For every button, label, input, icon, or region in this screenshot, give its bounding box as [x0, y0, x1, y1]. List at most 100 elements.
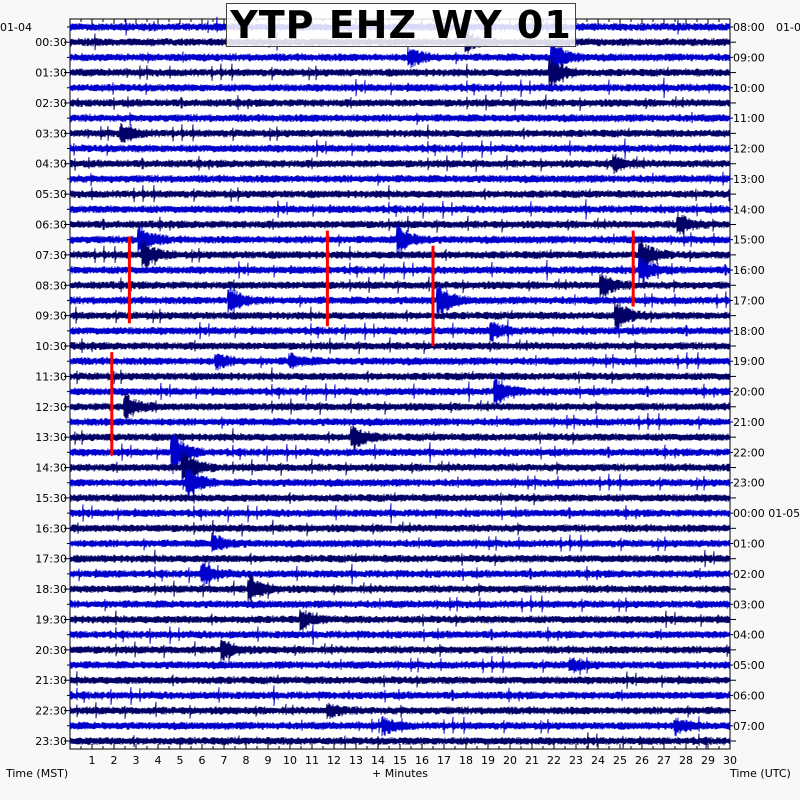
trace-row-45	[69, 701, 731, 719]
trace-row-18	[69, 285, 731, 315]
right-time-label: 23:00	[733, 477, 765, 490]
trace-row-2	[69, 41, 731, 72]
x-tick-label: 8	[243, 754, 250, 767]
trace-row-4	[69, 77, 731, 99]
trace-row-16	[69, 256, 731, 284]
right-time-label: 09:00	[733, 51, 765, 64]
x-tick-label: 26	[635, 754, 649, 767]
right-time-label: 04:00	[733, 629, 765, 642]
x-tick-label: 30	[723, 754, 737, 767]
left-time-label: 03:30	[35, 127, 67, 140]
left-time-label: 14:30	[35, 462, 67, 475]
left-time-label: 00:30	[35, 36, 67, 49]
x-tick-label: 5	[177, 754, 184, 767]
left-time-label: 01:30	[35, 67, 67, 80]
x-tick-label: 17	[437, 754, 451, 767]
trace-row-47	[69, 732, 731, 750]
right-time-label: 06:00	[733, 689, 765, 702]
trace-row-34	[69, 532, 731, 553]
left-time-label: 11:30	[35, 370, 67, 383]
left-time-label: 18:30	[35, 583, 67, 596]
trace-row-14	[69, 224, 731, 256]
trace-row-27	[69, 425, 731, 451]
right-time-label: 11:00	[733, 112, 765, 125]
x-tick-label: 4	[155, 754, 162, 767]
trace-row-43	[69, 671, 731, 689]
right-time-label: 08:00	[733, 21, 765, 34]
left-time-label: 02:30	[35, 97, 67, 110]
trace-row-21	[69, 337, 731, 355]
x-tick-label: 28	[679, 754, 693, 767]
right-time-label: 13:00	[733, 173, 765, 186]
left-time-label: 09:30	[35, 310, 67, 323]
trace-row-40	[69, 624, 731, 646]
x-tick-label: 21	[525, 754, 539, 767]
chart-title: YTP EHZ WY 01	[226, 3, 576, 47]
right-time-label: 00:00 01-05	[733, 507, 800, 520]
x-tick-label: 29	[701, 754, 715, 767]
x-tick-label: 22	[547, 754, 561, 767]
trace-row-8	[69, 138, 731, 160]
right-time-label: 14:00	[733, 203, 765, 216]
x-tick-label: 13	[349, 754, 363, 767]
left-time-label: 17:30	[35, 553, 67, 566]
trace-row-37	[69, 573, 731, 605]
trace-row-25	[69, 392, 731, 422]
x-tick-label: 14	[371, 754, 385, 767]
left-time-label: 19:30	[35, 613, 67, 626]
trace-row-13	[69, 212, 731, 235]
x-tick-label: 18	[459, 754, 473, 767]
left-time-label: 13:30	[35, 431, 67, 444]
trace-row-11	[69, 185, 731, 203]
left-time-label: 08:30	[35, 279, 67, 292]
left-time-label: 05:30	[35, 188, 67, 201]
trace-row-28	[69, 433, 731, 475]
left-time-label: 20:30	[35, 644, 67, 657]
trace-row-9	[69, 153, 731, 175]
trace-row-20	[69, 319, 731, 344]
trace-row-3	[69, 56, 731, 90]
right-time-label: 07:00	[733, 720, 765, 733]
x-tick-label: 2	[111, 754, 118, 767]
right-time-label: 01:00	[733, 538, 765, 551]
trace-row-10	[69, 171, 731, 187]
left-start-date: 01-04	[0, 21, 32, 34]
left-time-label: 12:30	[35, 401, 67, 414]
right-time-label: 21:00	[733, 416, 765, 429]
trace-row-41	[69, 639, 731, 663]
right-axis-label: Time (UTC)	[729, 767, 791, 780]
left-time-label: 10:30	[35, 340, 67, 353]
right-time-label: 02:00	[733, 568, 765, 581]
right-time-label: 05:00	[733, 659, 765, 672]
right-time-label: 20:00	[733, 386, 765, 399]
right-time-label: 18:00	[733, 325, 765, 338]
trace-row-7	[69, 122, 731, 143]
left-time-label: 16:30	[35, 522, 67, 535]
trace-row-30	[69, 467, 731, 499]
x-tick-label: 15	[393, 754, 407, 767]
trace-row-44	[69, 685, 731, 706]
x-tick-label: 7	[221, 754, 228, 767]
trace-row-31	[69, 488, 731, 506]
trace-row-32	[69, 503, 731, 524]
x-tick-label: 11	[305, 754, 319, 767]
right-time-label: 19:00	[733, 355, 765, 368]
plot-area	[69, 18, 731, 750]
trace-row-24	[69, 375, 731, 407]
trace-row-35	[69, 549, 731, 568]
trace-row-26	[69, 412, 731, 431]
x-tick-label: 25	[613, 754, 627, 767]
trace-row-6	[69, 111, 731, 126]
left-time-label: 22:30	[35, 705, 67, 718]
trace-row-15	[69, 238, 731, 271]
trace-row-12	[69, 199, 731, 220]
trace-row-5	[69, 94, 731, 112]
trace-row-33	[69, 519, 731, 537]
x-tick-label: 20	[503, 754, 517, 767]
trace-row-23	[69, 367, 731, 385]
left-time-label: 07:30	[35, 249, 67, 262]
right-time-label: 16:00	[733, 264, 765, 277]
trace-row-36	[69, 560, 731, 589]
trace-row-46	[69, 716, 731, 737]
